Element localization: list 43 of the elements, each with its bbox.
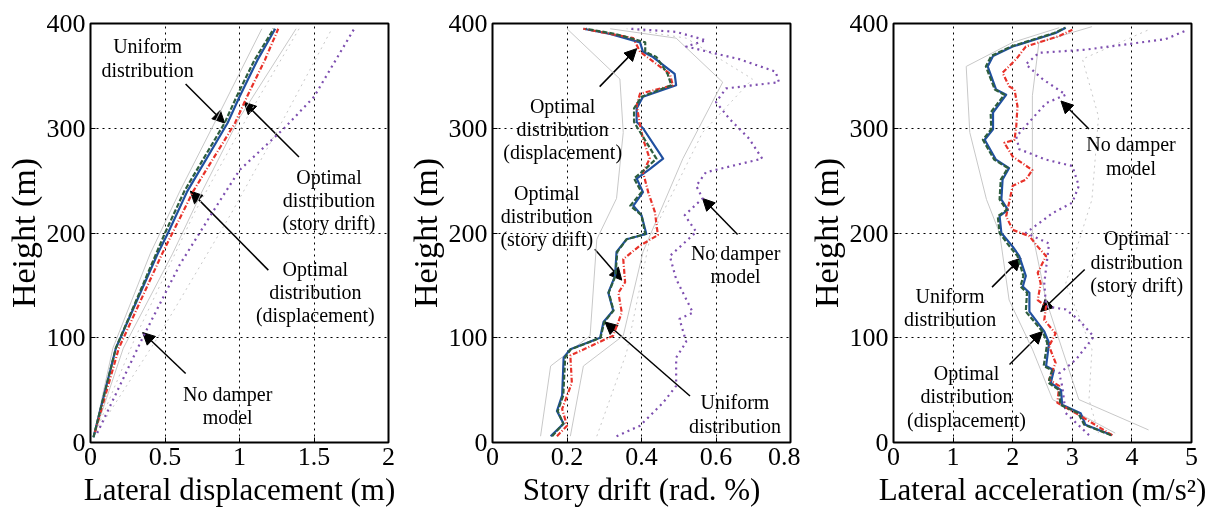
y-tick-label: 200 [46, 218, 86, 248]
annotation: No damper model [1086, 133, 1177, 179]
annotation: Uniform distribution [688, 391, 782, 437]
annotation: No damper model [690, 241, 781, 287]
x-tick-label: 0.5 [148, 441, 182, 471]
annotation: No damper model [182, 382, 273, 429]
x-axis-title: Lateral acceleration (m/s²) [878, 471, 1207, 507]
y-tick-label: 100 [448, 323, 488, 353]
x-tick-label: 1.5 [297, 441, 331, 471]
x-tick-label: 0.2 [550, 441, 584, 471]
y-tick-label: 400 [849, 9, 889, 38]
annotation: Optimal distribution (story drift) [1090, 227, 1184, 297]
x-tick-label: 0.4 [625, 441, 658, 471]
x-tick-label: 1 [233, 441, 246, 471]
y-tick-label: 300 [849, 113, 889, 143]
y-tick-label: 300 [448, 113, 488, 143]
x-tick-label: 0.6 [699, 441, 733, 471]
y-tick-label: 100 [46, 323, 86, 353]
y-axis-title: Height (m) [4, 157, 43, 309]
x-tick-label: 0.8 [768, 441, 801, 471]
annotation: Optimal distribution (story drift) [282, 165, 376, 236]
y-tick-label: 100 [849, 323, 889, 353]
y-tick-label: 400 [448, 9, 488, 38]
annotation: Optimal distribution (story drift) [500, 182, 594, 252]
x-axis-title: Lateral displacement (m) [83, 471, 396, 507]
y-axis-title: Height (m) [406, 157, 445, 309]
x-tick-label: 2 [1006, 441, 1020, 471]
x-tick-label: 2 [382, 441, 395, 471]
y-axis-title: Height (m) [807, 157, 846, 309]
x-axis-title: Story drift (rad. %) [522, 471, 761, 507]
annotation: Uniform distribution [101, 35, 194, 81]
x-tick-label: 1 [946, 441, 960, 471]
y-tick-label: 200 [448, 218, 488, 248]
x-tick-label: 3 [1065, 441, 1079, 471]
x-tick-label: 4 [1125, 441, 1139, 471]
annotation: Optimal distribution (displacement) [907, 362, 1026, 432]
annotation: Optimal distribution (displacement) [503, 94, 623, 164]
y-tick-label: 400 [46, 9, 86, 38]
annotation: Uniform distribution [903, 284, 997, 330]
x-tick-label: 5 [1185, 441, 1198, 471]
annotation: Optimal distribution (displacement) [255, 258, 375, 328]
y-tick-label: 200 [849, 218, 889, 248]
y-tick-label: 300 [46, 113, 86, 143]
